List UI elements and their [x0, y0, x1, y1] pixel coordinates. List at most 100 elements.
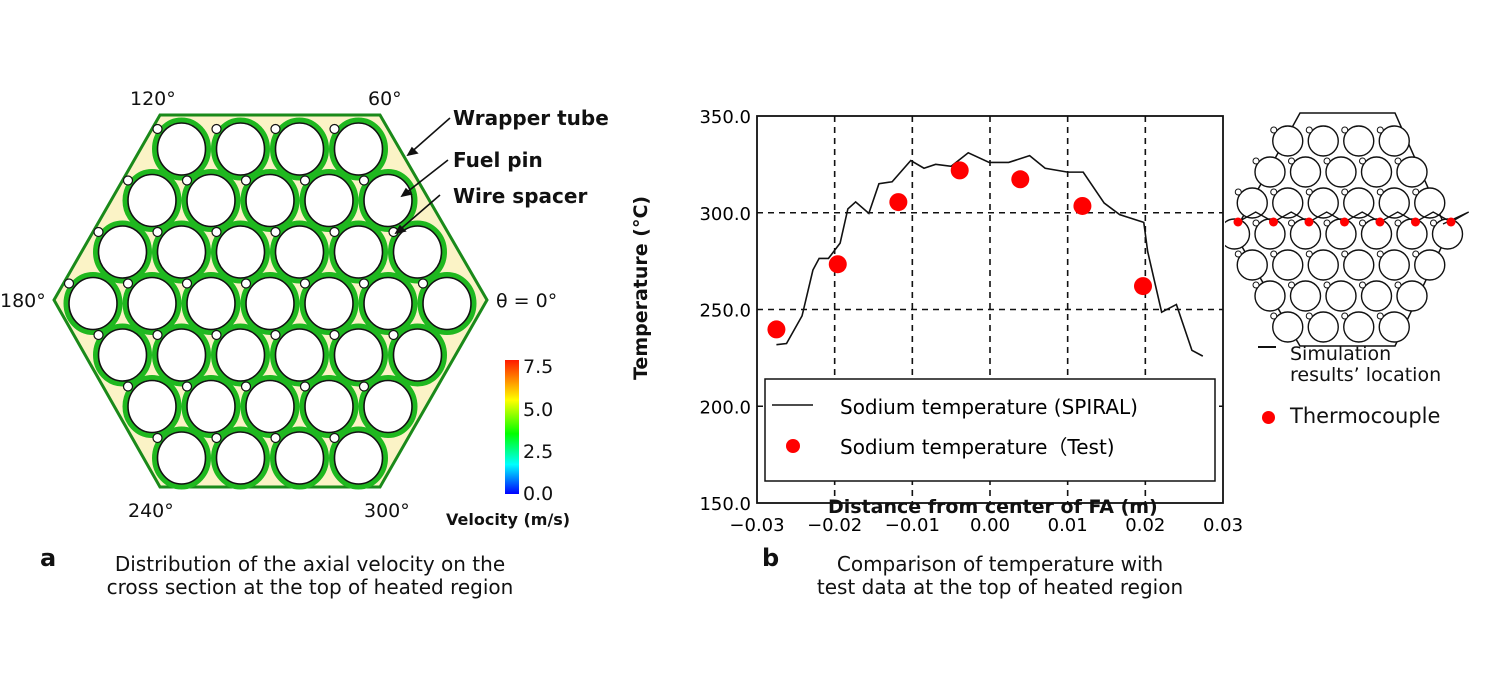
- pin-flow-halo: [181, 272, 241, 335]
- y-tick-label: 250.0: [699, 301, 751, 322]
- pin-flow-halo: [152, 426, 211, 490]
- inset-legend-dot-icon: [1262, 411, 1275, 424]
- wire-spacer: [299, 278, 311, 289]
- inset-wire: [1270, 188, 1278, 196]
- colorbar-tick: 5.0: [523, 399, 554, 421]
- fuel-pin: [304, 379, 354, 434]
- y-axis-label: Temperature (°C): [630, 195, 652, 380]
- wire-spacer: [299, 175, 311, 186]
- inset-wire: [1323, 219, 1331, 227]
- pin-flow-halo: [152, 220, 211, 284]
- label-wire-spacer: Wire spacer: [453, 184, 588, 208]
- wire-spacer: [93, 329, 104, 341]
- inset-pin: [1343, 125, 1375, 157]
- test-temperature-point: [1011, 170, 1030, 189]
- wire-spacer: [270, 432, 281, 444]
- wire-spacer: [329, 123, 340, 135]
- wire-spacer: [181, 278, 193, 289]
- wire-spacer: [152, 329, 163, 341]
- pin-flow-halo: [211, 426, 270, 490]
- inset-wire: [1323, 157, 1331, 165]
- inset-wire: [1394, 219, 1402, 227]
- y-tick-label: 350.0: [699, 107, 751, 128]
- fuel-pin: [156, 122, 207, 176]
- inset-wire: [1252, 219, 1260, 227]
- inset-wire: [1305, 188, 1313, 196]
- pin-flow-halo: [299, 272, 359, 335]
- pin-flow-halo: [93, 220, 152, 284]
- inset-pin: [1343, 249, 1375, 281]
- inset-legend-line-icon: [1258, 346, 1276, 348]
- fuel-pin: [245, 379, 295, 434]
- fuel-pin: [186, 173, 236, 228]
- fuel-pin: [215, 431, 266, 485]
- pin-flow-halo: [152, 117, 211, 181]
- wire-spacer: [270, 329, 281, 341]
- inset-pin: [1360, 280, 1393, 312]
- inset-legend-line1: Simulation: [1290, 343, 1392, 365]
- inset-pin: [1325, 156, 1357, 188]
- thermocouple-dot: [1411, 217, 1420, 227]
- caption-a-line2: cross section at the top of heated regio…: [106, 575, 514, 599]
- temperature-chart: −0.03 −0.02 −0.01 0.00 0.01 0.02 0.03 350.0 300.…: [699, 107, 1243, 536]
- wire-spacer: [329, 329, 340, 341]
- inset-pin: [1254, 280, 1286, 312]
- inset-wire: [1288, 219, 1295, 227]
- wire-spacer: [63, 278, 75, 289]
- inset-wire: [1270, 126, 1278, 134]
- pin-flow-halo: [329, 426, 388, 490]
- inset-wire: [1341, 312, 1349, 320]
- x-tick-label: −0.03: [729, 515, 784, 536]
- inset-wire: [1252, 157, 1260, 165]
- fuel-pin: [363, 173, 413, 228]
- inset-pin: [1254, 218, 1286, 250]
- fuel-pin: [274, 431, 325, 485]
- angle-300: 300°: [364, 500, 410, 522]
- inset-legend-line2: results’ location: [1290, 364, 1442, 386]
- inset-pin: [1289, 156, 1322, 188]
- inset-wire: [1376, 126, 1384, 134]
- inset-pin: [1360, 156, 1393, 188]
- thermocouple-dot: [1446, 217, 1456, 227]
- fuel-pin: [274, 225, 325, 279]
- test-temperature-point: [950, 161, 969, 180]
- fuel-pin: [333, 225, 384, 279]
- pin-flow-halo: [152, 323, 211, 387]
- fuel-pin: [215, 122, 266, 176]
- inset-pin: [1431, 218, 1464, 250]
- inset-pin: [1325, 280, 1357, 312]
- inset-wire: [1323, 281, 1331, 289]
- inset-wire: [1305, 312, 1313, 320]
- wire-spacer: [211, 123, 222, 135]
- inset-wire: [1430, 219, 1437, 227]
- wire-spacer: [93, 226, 104, 238]
- wire-spacer: [358, 381, 370, 392]
- inset-wire: [1376, 188, 1384, 196]
- inset-pins: [1225, 125, 1464, 343]
- inset-wire: [1288, 281, 1295, 289]
- fuel-pin: [127, 276, 177, 331]
- x-tick-label: −0.01: [885, 515, 940, 536]
- pin-flow-halo: [211, 323, 270, 387]
- pin-flow-halo: [270, 220, 329, 284]
- pin-flow-halo: [388, 220, 447, 284]
- inset-wire: [1376, 250, 1384, 258]
- wire-spacer: [122, 381, 134, 392]
- inset-pin: [1325, 218, 1357, 250]
- inset-wire: [1376, 312, 1384, 320]
- caption-b-line2: test data at the top of heated region: [816, 575, 1184, 599]
- wire-spacer: [299, 381, 311, 392]
- pin-flow-halo: [388, 323, 447, 387]
- wire-spacer: [329, 432, 340, 444]
- annotation-arrows: [394, 117, 451, 235]
- velocity-cross-section: [52, 113, 519, 494]
- inset-wire: [1394, 157, 1402, 165]
- y-tick-label: 200.0: [699, 397, 751, 418]
- test-temperature-point: [767, 320, 786, 339]
- inset-legend-dot-text: Thermocouple: [1290, 404, 1441, 428]
- fuel-pin: [304, 276, 354, 331]
- angle-120: 120°: [130, 88, 176, 110]
- inset-wire: [1288, 157, 1295, 165]
- pin-flow-halo: [329, 220, 388, 284]
- angle-60: 60°: [368, 88, 402, 110]
